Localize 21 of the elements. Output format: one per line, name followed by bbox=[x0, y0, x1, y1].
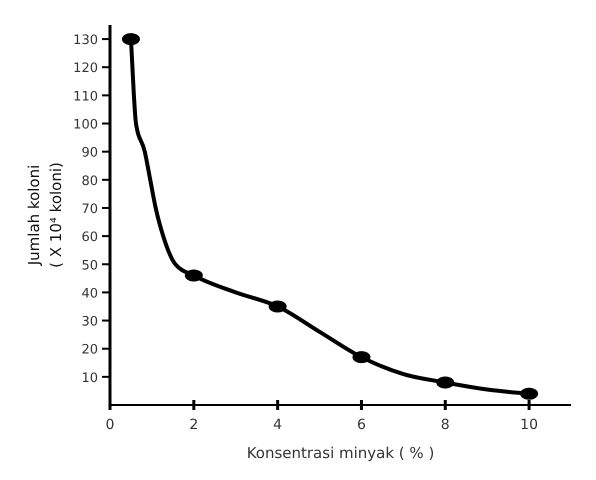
y-tick-label: 50 bbox=[81, 258, 98, 274]
y-tick-label: 100 bbox=[73, 118, 98, 133]
y-tick-label: 90 bbox=[81, 146, 98, 161]
x-tick-label: 10 bbox=[520, 417, 538, 433]
y-tick-label: 110 bbox=[73, 89, 98, 104]
y-tick-label: 70 bbox=[81, 202, 98, 217]
y-tick-label: 130 bbox=[73, 33, 98, 48]
y-tick-label: 10 bbox=[81, 370, 98, 386]
y-tick-label: 60 bbox=[81, 230, 98, 246]
y-tick-label: 120 bbox=[73, 61, 98, 76]
x-tick-label: 8 bbox=[440, 417, 450, 433]
x-axis-title: Konsentrasi minyak ( % ) bbox=[246, 444, 434, 462]
y-axis-title: Jumlah koloni ( X 10⁴ koloni) bbox=[25, 162, 65, 268]
y-tick-label: 30 bbox=[81, 314, 98, 330]
x-tick-label: 2 bbox=[189, 417, 198, 433]
x-tick-label: 0 bbox=[106, 417, 114, 433]
x-tick-label: 4 bbox=[273, 417, 282, 433]
y-tick-label: 20 bbox=[81, 342, 98, 358]
x-tick-label: 6 bbox=[356, 417, 366, 433]
y-tick-label: 40 bbox=[81, 286, 98, 302]
y-tick-label: 80 bbox=[81, 174, 98, 189]
